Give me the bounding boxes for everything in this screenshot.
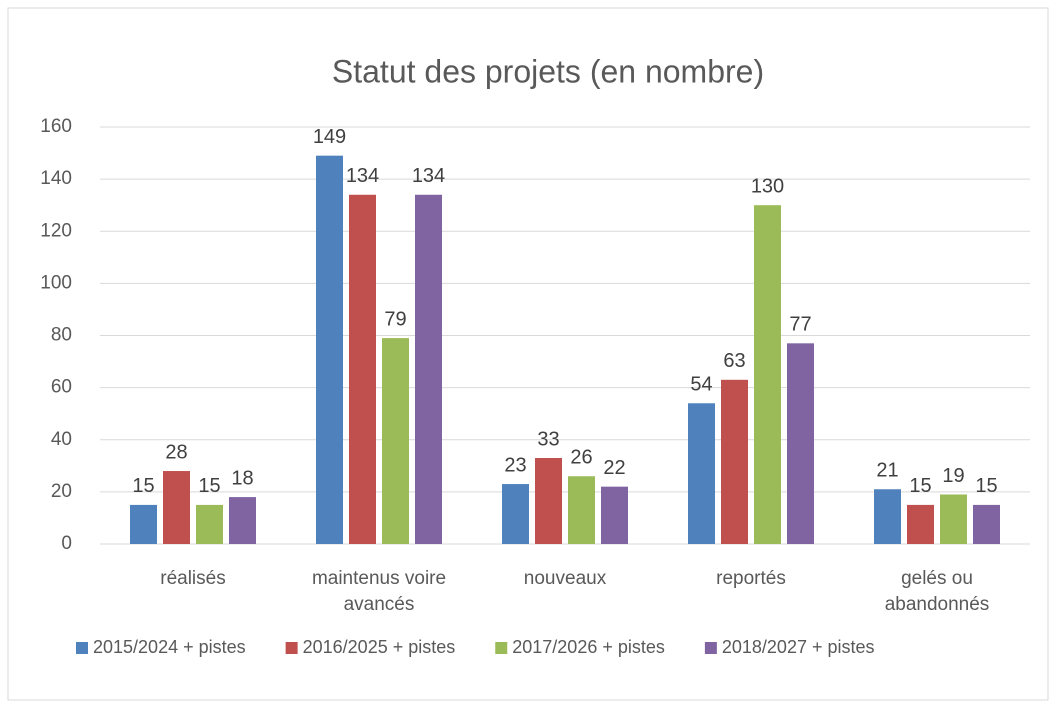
bar — [940, 494, 967, 544]
bar — [229, 497, 256, 544]
legend-swatch — [285, 642, 298, 654]
x-tick-label: gelés ou abandonnés — [884, 568, 990, 615]
x-tick-label: nouveaux — [523, 568, 607, 589]
data-label: 54 — [690, 374, 712, 396]
data-label: 28 — [165, 441, 187, 463]
bar — [874, 489, 901, 544]
legend-swatch — [704, 642, 717, 654]
bar — [316, 155, 343, 544]
data-label: 77 — [789, 314, 811, 336]
bar — [973, 504, 1000, 544]
y-tick-label: 100 — [40, 272, 72, 293]
data-label: 15 — [975, 475, 997, 497]
legend-label: 2018/2027 + pistes — [722, 637, 875, 657]
legend-label: 2016/2025 + pistes — [303, 637, 456, 657]
data-label: 21 — [876, 460, 898, 482]
legend-label: 2017/2026 + pistes — [512, 637, 665, 657]
bar — [568, 476, 595, 544]
bar — [535, 457, 562, 544]
x-tick-label: reportés — [716, 568, 786, 589]
y-tick-label: 20 — [51, 481, 72, 502]
y-tick-label: 140 — [40, 168, 72, 189]
y-tick-label: 0 — [61, 533, 72, 554]
bar — [721, 379, 748, 544]
data-label: 134 — [346, 165, 379, 187]
bar — [502, 484, 529, 544]
data-label: 19 — [942, 465, 964, 487]
y-tick-label: 160 — [40, 116, 72, 137]
data-label: 23 — [504, 454, 526, 476]
data-label: 33 — [537, 428, 559, 450]
data-label: 15 — [132, 475, 154, 497]
data-label: 18 — [231, 467, 253, 489]
bar — [601, 486, 628, 544]
chart-title: Statut des projets (en nombre) — [332, 53, 764, 89]
legend-swatch — [495, 642, 508, 654]
x-tick-label: réalisés — [160, 568, 226, 589]
bar — [382, 338, 409, 544]
data-label: 79 — [384, 308, 406, 330]
legend-swatch — [76, 642, 88, 654]
chart-border — [7, 7, 1049, 701]
bar — [688, 403, 715, 544]
legend-label: 2015/2024 + pistes — [93, 637, 246, 657]
data-label: 26 — [570, 447, 592, 469]
bar — [754, 205, 781, 544]
bar — [130, 504, 157, 544]
data-label: 15 — [909, 475, 931, 497]
y-tick-label: 80 — [51, 325, 72, 346]
x-tick-label: maintenus voire avancés — [311, 568, 447, 615]
bar — [196, 504, 223, 544]
bar — [163, 471, 190, 544]
data-label: 15 — [198, 475, 220, 497]
data-label: 134 — [412, 165, 445, 187]
bar — [415, 194, 442, 544]
y-tick-label: 40 — [51, 429, 72, 450]
data-label: 130 — [751, 175, 784, 197]
bar — [907, 504, 934, 544]
bar — [787, 343, 814, 544]
data-label: 22 — [603, 457, 625, 479]
y-tick-label: 120 — [40, 220, 72, 241]
data-label: 149 — [313, 126, 346, 148]
bar — [349, 194, 376, 544]
data-label: 63 — [723, 350, 745, 372]
y-tick-label: 60 — [51, 377, 72, 398]
